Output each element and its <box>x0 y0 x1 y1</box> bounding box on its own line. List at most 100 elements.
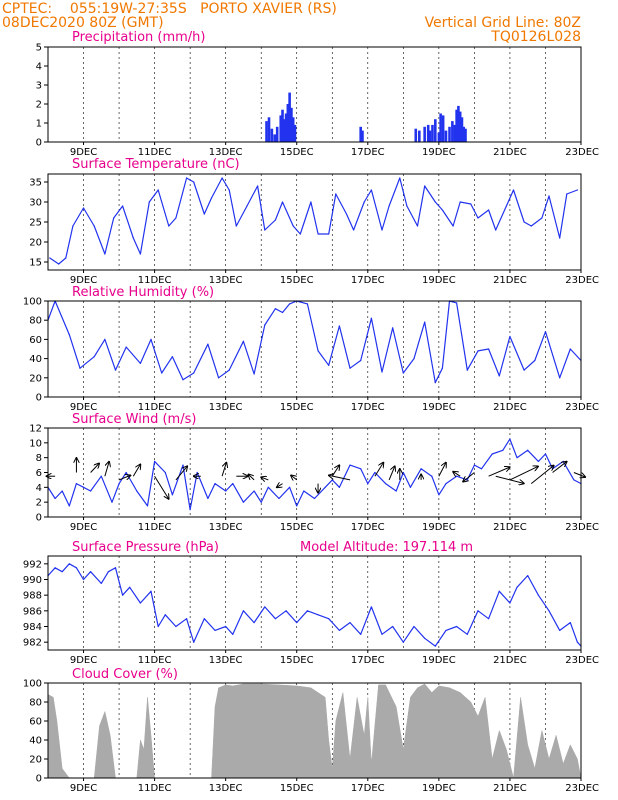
wind-point <box>289 486 291 488</box>
wind-point <box>367 483 369 485</box>
wind-point <box>125 471 127 474</box>
pressure-xtick-label: 23DEC <box>565 655 599 666</box>
humidity-ytick-label: 40 <box>29 354 42 365</box>
temperature-point <box>122 205 124 207</box>
precipitation-bar <box>458 111 462 142</box>
wind-xtick-label: 15DEC <box>280 522 314 533</box>
wind-point <box>409 486 412 488</box>
cloud-cover-xtick-label: 21DEC <box>493 783 527 794</box>
humidity-point <box>264 324 266 326</box>
humidity-point <box>370 317 372 319</box>
pressure-point <box>413 625 415 628</box>
humidity-point <box>193 372 195 374</box>
humidity-ytick-label: 100 <box>23 297 42 308</box>
pressure-point <box>175 625 177 628</box>
temperature-xtick-label: 21DEC <box>493 275 527 286</box>
wind-wind-vector <box>261 477 269 480</box>
wind-point <box>260 501 262 503</box>
pressure-point <box>296 621 298 624</box>
temperature-point <box>370 189 372 191</box>
wind-point <box>473 464 475 466</box>
pressure-point <box>477 610 479 612</box>
cloud-cover-xtick-label: 23DEC <box>565 783 599 794</box>
pressure-point <box>424 637 426 639</box>
humidity-title: Relative Humidity (%) <box>72 285 214 300</box>
pressure-frame-top <box>47 555 582 651</box>
humidity-point <box>171 356 173 358</box>
pressure-point <box>203 618 205 620</box>
temperature-point <box>530 225 532 227</box>
wind-ytick-label: 12 <box>29 424 42 435</box>
precipitation-xtick-label: 19DEC <box>422 147 456 158</box>
wind-point <box>313 497 316 500</box>
cloud-cover-xtick-label: 19DEC <box>422 783 456 794</box>
wind-point <box>516 457 518 459</box>
humidity-xtick-label: 15DEC <box>280 402 314 413</box>
wind-point <box>562 460 564 462</box>
header-model-id: TQ0126L028 <box>490 29 581 45</box>
humidity-point <box>392 327 394 329</box>
cloud-cover-xtick-label: 17DEC <box>351 783 385 794</box>
precipitation-xtick-label: 11DEC <box>138 147 172 158</box>
precipitation-bar <box>455 109 458 142</box>
wind-wind-vector <box>509 466 538 481</box>
temperature-point <box>228 189 230 191</box>
humidity-ytick-label: 20 <box>29 373 42 384</box>
pressure-point <box>129 586 131 588</box>
cloud-cover-ytick-label: 20 <box>29 755 42 766</box>
precipitation-bar <box>359 126 362 142</box>
humidity-frame-top <box>47 300 582 398</box>
humidity-point <box>381 371 383 373</box>
header-grid-note: Vertical Grid Line: 80Z <box>425 15 581 31</box>
pressure-point <box>61 571 63 573</box>
pressure-point <box>317 614 319 616</box>
pressure-point <box>139 602 141 604</box>
humidity-point <box>182 379 184 381</box>
wind-ytick-label: 6 <box>36 468 42 479</box>
temperature-ytick-label: 30 <box>29 198 42 209</box>
wind-point <box>374 471 376 474</box>
pressure-point <box>164 614 166 616</box>
pressure-point <box>100 582 102 585</box>
pressure-point <box>264 606 266 608</box>
temperature-point <box>363 201 365 203</box>
wind-wind-vector <box>104 462 109 477</box>
pressure-point <box>157 625 159 628</box>
wind-point <box>296 505 298 507</box>
wind-wind-vector <box>438 463 446 477</box>
cloud-cover-frame-top <box>47 682 582 779</box>
humidity-point <box>228 369 230 371</box>
precipitation-ytick-label: 2 <box>36 100 42 111</box>
temperature-xtick-label: 17DEC <box>351 275 385 286</box>
pressure-panel: Surface Pressure (hPa) Model Altitude: 19… <box>23 540 599 666</box>
humidity-xtick-label: 9DEC <box>70 402 97 413</box>
wind-point <box>146 505 149 507</box>
wind-point <box>466 479 468 481</box>
temperature-point <box>559 237 561 239</box>
precipitation-bar <box>291 117 295 142</box>
humidity-ytick-label: 60 <box>29 335 42 346</box>
pressure-ytick-label: 988 <box>23 591 42 602</box>
pressure-point <box>122 594 124 596</box>
humidity-point <box>328 364 330 366</box>
pressure-point <box>498 590 500 592</box>
pressure-xtick-label: 11DEC <box>138 655 172 666</box>
temperature-point <box>104 253 106 255</box>
temperature-point <box>139 253 141 255</box>
humidity-point <box>466 369 468 371</box>
precipitation-xtick-label: 13DEC <box>209 147 243 158</box>
precipitation-ytick-label: 5 <box>36 43 42 54</box>
wind-point <box>68 505 70 507</box>
wind-point <box>384 483 387 485</box>
wind-point <box>303 490 305 492</box>
cloud-cover-ytick-label: 80 <box>29 698 42 709</box>
wind-xtick-label: 21DEC <box>493 522 527 533</box>
temperature-point <box>72 225 74 227</box>
precipitation-xtick-label: 21DEC <box>493 147 527 158</box>
wind-point <box>438 494 440 496</box>
wind-point <box>154 460 156 462</box>
humidity-point <box>93 356 95 358</box>
cloud-cover-title: Cloud Cover (%) <box>72 667 178 682</box>
humidity-point <box>274 308 277 310</box>
humidity-point <box>434 382 436 384</box>
